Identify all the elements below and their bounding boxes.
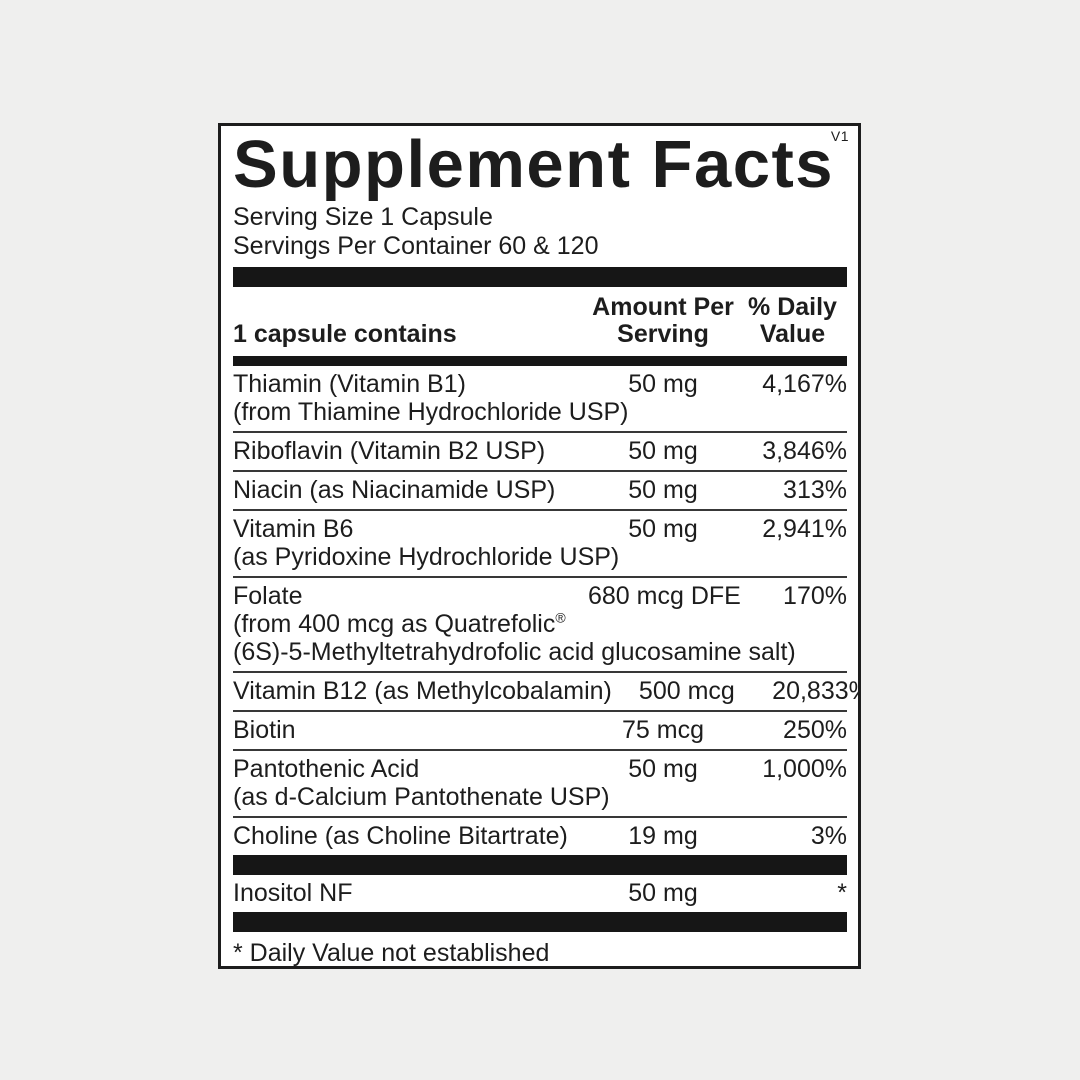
supplement-facts-panel: V1 Supplement Facts Serving Size 1 Capsu… (218, 123, 861, 969)
column-header-dv-line1: % Daily (748, 293, 837, 322)
sub-line-text: (from 400 mcg as Quatrefolic (233, 610, 556, 639)
daily-value: 20,833% (772, 677, 858, 706)
nutrient-sub-line: (6S)-5-Methyltetrahydrofolic acid glucos… (233, 638, 796, 667)
daily-value: 170% (783, 582, 847, 611)
nutrient-sub-line: (from 400 mcg as Quatrefolic® (233, 610, 847, 638)
nutrient-name: Folate (233, 582, 303, 611)
table-row-niacin: Niacin (as Niacinamide USP) 50 mg 313% (233, 472, 847, 512)
version-tag: V1 (830, 128, 849, 144)
table-row-thiamin: Thiamin (Vitamin B1) 50 mg 4,167% (from … (233, 366, 847, 434)
daily-value: 2,941% (762, 515, 847, 544)
serving-info: Serving Size 1 Capsule Servings Per Cont… (233, 203, 847, 261)
column-header-daily-value: % Daily Value (738, 294, 847, 348)
divider-bar-bottom (233, 912, 847, 933)
daily-value: 3% (810, 822, 847, 851)
nutrient-name: Thiamin (Vitamin B1) (233, 370, 466, 399)
daily-value: 313% (783, 476, 847, 505)
table-header: 1 capsule contains Amount Per Serving % … (233, 287, 847, 356)
nutrient-name: Inositol NF (233, 879, 353, 908)
table-row-vitamin-b6: Vitamin B6 50 mg 2,941% (as Pyridoxine H… (233, 511, 847, 579)
table-row-riboflavin: Riboflavin (Vitamin B2 USP) 50 mg 3,846% (233, 433, 847, 473)
amount-value: 19 mg (628, 822, 698, 851)
column-header-amount-line1: Amount Per (592, 293, 734, 322)
divider-bar-middle (233, 855, 847, 876)
nutrient-sub-line: (from Thiamine Hydrochloride USP) (233, 398, 629, 427)
divider-bar-header (233, 356, 847, 367)
daily-value: 1,000% (762, 755, 847, 784)
daily-value: 3,846% (762, 437, 847, 466)
amount-value: 50 mg (628, 755, 698, 784)
amount-value: 50 mg (628, 879, 698, 908)
amount-value: 75 mcg (622, 716, 704, 745)
amount-value: 680 mcg DFE (588, 582, 741, 611)
footnote: * Daily Value not established (233, 939, 550, 968)
nutrient-name: Choline (as Choline Bitartrate) (233, 822, 568, 851)
nutrient-name: Biotin (233, 716, 296, 745)
nutrient-name: Pantothenic Acid (233, 755, 420, 784)
daily-value: 4,167% (762, 370, 847, 399)
panel-title: Supplement Facts (233, 127, 835, 202)
amount-value: 50 mg (628, 476, 698, 505)
divider-bar-top (233, 267, 847, 288)
column-header-amount: Amount Per Serving (588, 294, 738, 348)
column-header-nutrient: 1 capsule contains (233, 320, 457, 349)
amount-value: 50 mg (628, 515, 698, 544)
table-row-biotin: Biotin 75 mcg 250% (233, 712, 847, 752)
amount-value: 50 mg (628, 370, 698, 399)
nutrient-name: Niacin (as Niacinamide USP) (233, 476, 556, 505)
nutrient-sub-line: (as Pyridoxine Hydrochloride USP) (233, 543, 620, 572)
daily-value: 250% (783, 716, 847, 745)
column-header-dv-line2: Value (759, 320, 826, 349)
amount-value: 500 mcg (638, 677, 735, 706)
nutrient-name: Vitamin B12 (as Methylcobalamin) (233, 677, 612, 706)
table-row-pantothenic-acid: Pantothenic Acid 50 mg 1,000% (as d-Calc… (233, 751, 847, 819)
serving-size-text: Serving Size 1 Capsule (233, 203, 493, 232)
servings-per-container-text: Servings Per Container 60 & 120 (233, 232, 599, 261)
column-header-amount-line2: Serving (617, 320, 709, 349)
table-row-vitamin-b12: Vitamin B12 (as Methylcobalamin) 500 mcg… (233, 673, 858, 713)
daily-value: * (837, 879, 847, 908)
nutrient-name: Riboflavin (Vitamin B2 USP) (233, 437, 546, 466)
registered-trademark-symbol: ® (555, 610, 566, 626)
table-row-folate: Folate 680 mcg DFE 170% (from 400 mcg as… (233, 578, 847, 674)
amount-value: 50 mg (628, 437, 698, 466)
table-row-choline: Choline (as Choline Bitartrate) 19 mg 3% (233, 818, 847, 855)
nutrient-sub-line: (as d-Calcium Pantothenate USP) (233, 783, 610, 812)
nutrient-name: Vitamin B6 (233, 515, 354, 544)
table-row-inositol: Inositol NF 50 mg * (233, 875, 847, 912)
